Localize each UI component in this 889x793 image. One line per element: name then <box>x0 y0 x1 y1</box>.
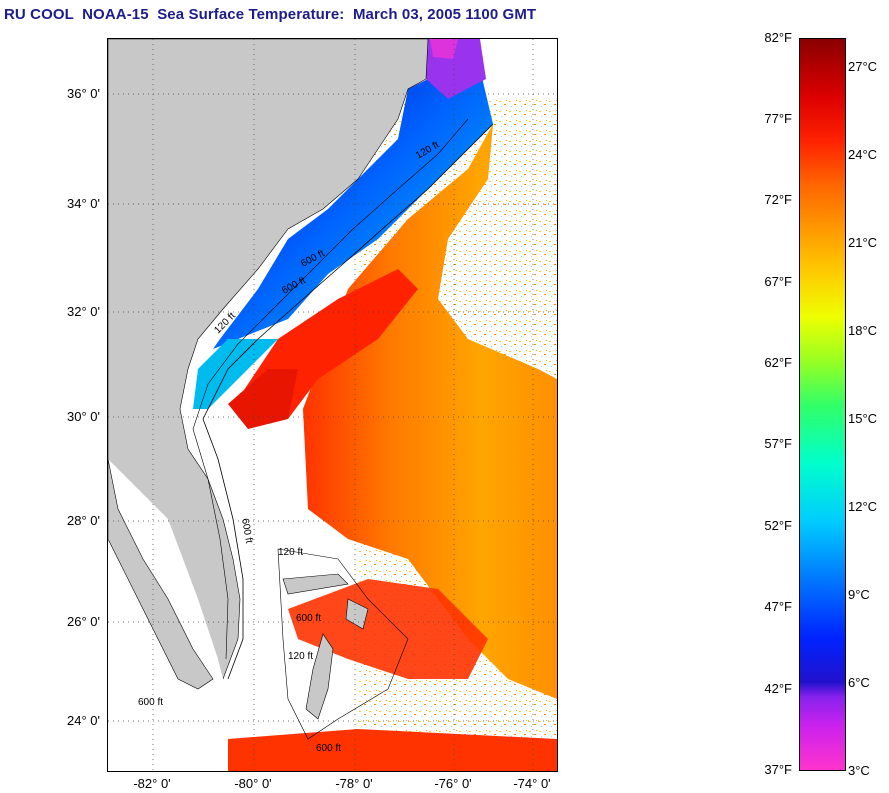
gulf-of-mexico-masked <box>108 459 228 699</box>
contour-label-9: 120 ft <box>288 651 313 662</box>
lat-label-30: 30° 0' <box>67 409 100 424</box>
colorbar-c-6: 6°C <box>848 675 870 690</box>
contour-label-7: 600 ft <box>296 613 321 624</box>
graticule <box>108 39 557 771</box>
colorbar-f-77: 77°F <box>764 111 792 126</box>
land-grand-bahama <box>282 573 349 595</box>
colorbar-c-12: 12°C <box>848 499 878 514</box>
warm-core-water-2 <box>228 369 298 429</box>
lat-label-34: 34° 0' <box>67 196 100 211</box>
contour-bahamas <box>277 548 409 740</box>
land-florida <box>108 458 214 690</box>
lat-label-36: 36° 0' <box>67 86 100 101</box>
lat-label-32: 32° 0' <box>67 304 100 319</box>
colorbar-f-42: 42°F <box>764 681 792 696</box>
contour-label-6: 120 ft <box>278 547 303 558</box>
colorbar-c-24: 24°C <box>848 147 878 162</box>
colorbar-f-52: 52°F <box>764 518 792 533</box>
temperature-colorbar <box>799 38 846 771</box>
colorbar-f-72: 72°F <box>764 192 792 207</box>
land-abaco <box>345 598 369 630</box>
cold-shelf-water <box>213 69 493 349</box>
lat-label-24: 24° 0' <box>67 713 100 728</box>
colorbar-f-82: 82°F <box>764 30 792 45</box>
sst-map-canvas: 120 ft 600 ft 600 ft 120 ft 600 ft 120 f… <box>108 39 557 771</box>
lon-label-82: -82° 0' <box>133 776 171 791</box>
colorbar-c-9: 9°C <box>848 587 870 602</box>
contour-600ft <box>202 123 494 680</box>
colorbar-f-57: 57°F <box>764 436 792 451</box>
colorbar-c-15: 15°C <box>848 411 878 426</box>
contour-label-8: 600 ft <box>138 697 163 708</box>
lon-label-74: -74° 0' <box>513 776 551 791</box>
colorbar-c-27: 27°C <box>848 59 878 74</box>
lat-label-26: 26° 0' <box>67 614 100 629</box>
colorbar-c-3: 3°C <box>848 763 870 778</box>
contour-120ft <box>192 118 469 660</box>
map-title: RU COOL NOAA-15 Sea Surface Temperature:… <box>4 6 537 23</box>
cool-nearshore-water <box>193 339 278 409</box>
lon-label-76: -76° 0' <box>434 776 472 791</box>
gulf-stream-warm-water <box>303 124 557 699</box>
colorbar-c-21: 21°C <box>848 235 878 250</box>
contour-label-5: 600 ft <box>239 518 254 545</box>
lon-label-80: -80° 0' <box>234 776 272 791</box>
lon-label-78: -78° 0' <box>335 776 373 791</box>
lat-label-28: 28° 0' <box>67 513 100 528</box>
bahamas-warm-water <box>288 579 488 679</box>
coldest-water-core <box>430 39 458 59</box>
colorbar-f-37: 37°F <box>764 762 792 777</box>
colorbar-c-18: 18°C <box>848 323 878 338</box>
contour-label-10: 600 ft <box>316 743 341 754</box>
colorbar-f-67: 67°F <box>764 274 792 289</box>
colorbar-f-62: 62°F <box>764 355 792 370</box>
colorbar-f-47: 47°F <box>764 599 792 614</box>
sst-map: 120 ft 600 ft 600 ft 120 ft 600 ft 120 f… <box>107 38 558 772</box>
land-andros <box>305 633 334 720</box>
southern-warm-water <box>228 729 557 771</box>
